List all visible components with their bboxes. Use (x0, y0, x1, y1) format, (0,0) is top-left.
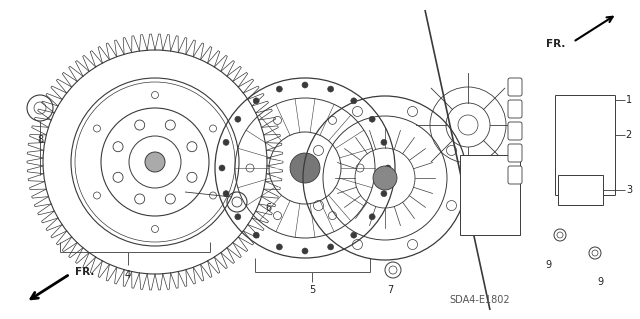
Circle shape (381, 191, 387, 197)
Circle shape (290, 153, 320, 183)
Circle shape (351, 98, 356, 104)
FancyBboxPatch shape (508, 100, 522, 118)
FancyBboxPatch shape (508, 122, 522, 140)
FancyBboxPatch shape (558, 175, 603, 205)
Circle shape (145, 152, 165, 172)
Text: 7: 7 (387, 285, 393, 295)
Circle shape (223, 191, 229, 197)
Text: 6: 6 (265, 203, 271, 213)
Text: FR.: FR. (75, 267, 94, 277)
Circle shape (302, 82, 308, 88)
Circle shape (219, 165, 225, 171)
Circle shape (328, 244, 333, 250)
Text: 8: 8 (37, 135, 43, 145)
Text: 1: 1 (626, 95, 632, 105)
Circle shape (351, 232, 356, 238)
Circle shape (302, 248, 308, 254)
Text: 3: 3 (626, 185, 632, 195)
Circle shape (276, 86, 282, 92)
Circle shape (369, 116, 375, 122)
Circle shape (328, 86, 333, 92)
Text: 4: 4 (125, 270, 131, 280)
Circle shape (373, 166, 397, 190)
Text: 5: 5 (309, 285, 315, 295)
FancyBboxPatch shape (508, 166, 522, 184)
Circle shape (253, 98, 259, 104)
Text: SDA4-E1802: SDA4-E1802 (450, 295, 510, 305)
Circle shape (369, 214, 375, 220)
Circle shape (253, 232, 259, 238)
Circle shape (381, 139, 387, 145)
FancyBboxPatch shape (460, 155, 520, 235)
Circle shape (223, 139, 229, 145)
Text: 9: 9 (597, 277, 603, 287)
Circle shape (385, 165, 391, 171)
Circle shape (276, 244, 282, 250)
Text: 9: 9 (545, 260, 551, 270)
Circle shape (235, 116, 241, 122)
Text: FR.: FR. (546, 39, 565, 49)
Text: 2: 2 (626, 130, 632, 140)
FancyBboxPatch shape (508, 78, 522, 96)
FancyBboxPatch shape (508, 144, 522, 162)
Circle shape (235, 214, 241, 220)
